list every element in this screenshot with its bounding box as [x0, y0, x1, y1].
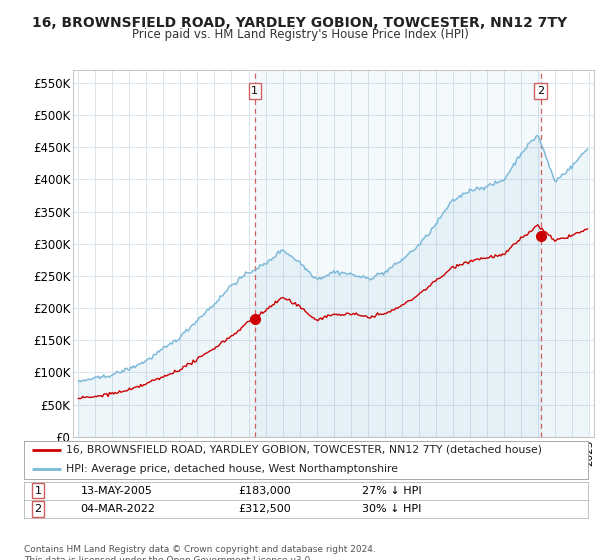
- Text: Contains HM Land Registry data © Crown copyright and database right 2024.
This d: Contains HM Land Registry data © Crown c…: [24, 545, 376, 560]
- Text: £183,000: £183,000: [238, 486, 291, 496]
- Text: 27% ↓ HPI: 27% ↓ HPI: [362, 486, 422, 496]
- Text: 16, BROWNSFIELD ROAD, YARDLEY GOBION, TOWCESTER, NN12 7TY (detached house): 16, BROWNSFIELD ROAD, YARDLEY GOBION, TO…: [66, 445, 542, 455]
- Text: 1: 1: [251, 86, 258, 96]
- Text: £312,500: £312,500: [238, 504, 291, 514]
- Text: HPI: Average price, detached house, West Northamptonshire: HPI: Average price, detached house, West…: [66, 464, 398, 474]
- Text: 13-MAY-2005: 13-MAY-2005: [80, 486, 152, 496]
- Text: Price paid vs. HM Land Registry's House Price Index (HPI): Price paid vs. HM Land Registry's House …: [131, 28, 469, 41]
- Text: 16, BROWNSFIELD ROAD, YARDLEY GOBION, TOWCESTER, NN12 7TY: 16, BROWNSFIELD ROAD, YARDLEY GOBION, TO…: [32, 16, 568, 30]
- Text: 30% ↓ HPI: 30% ↓ HPI: [362, 504, 422, 514]
- Text: 04-MAR-2022: 04-MAR-2022: [80, 504, 155, 514]
- Text: 2: 2: [537, 86, 544, 96]
- Text: 1: 1: [35, 486, 41, 496]
- Bar: [255, 70, 541, 437]
- Text: 2: 2: [35, 504, 41, 514]
